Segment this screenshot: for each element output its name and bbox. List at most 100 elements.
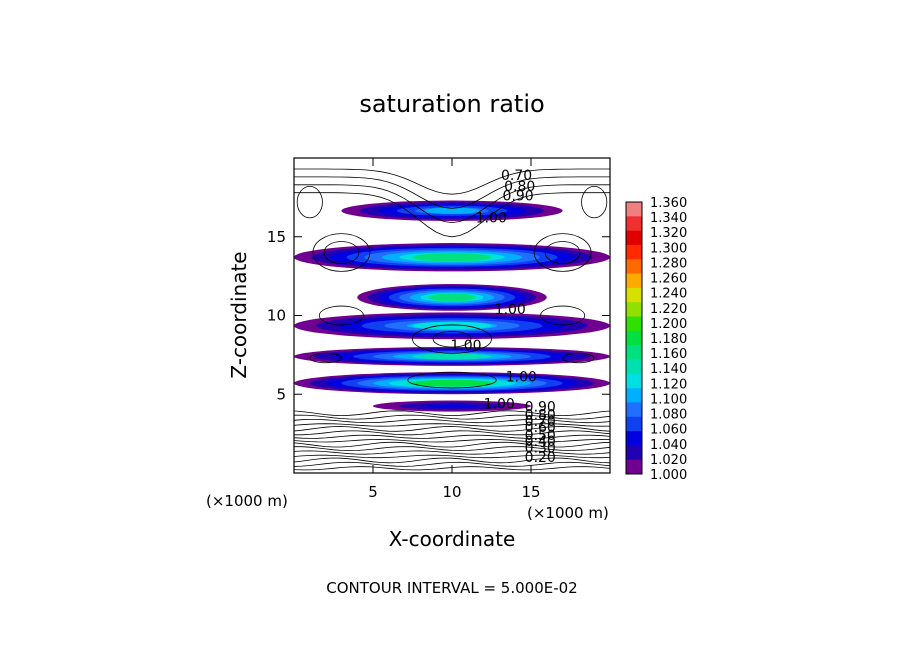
contour-line-lower [293,430,611,436]
contour-loop [407,371,497,389]
colorbar-label: 1.140 [650,362,687,377]
colorbar-label: 1.120 [650,377,687,392]
colorbar-label: 1.240 [650,287,687,302]
contour-line-lower [293,434,611,439]
colorbar-label: 1.100 [650,392,687,407]
contour-loop [412,324,492,354]
contour-line-lower [293,450,611,455]
contour-line-lower [293,423,611,427]
colorbar: 1.3601.3401.3201.3001.2801.2601.2401.220… [625,196,687,483]
colorbar-swatch [626,273,642,289]
contour-line-upper [294,168,610,195]
contour-label: 0.30 [525,441,556,457]
contour-label: 1.00 [506,370,537,386]
colorbar-label: 1.160 [650,347,687,362]
contour-loop [323,241,360,264]
colorbar-swatch [626,202,642,217]
contour-line-lower [293,461,611,467]
colorbar-swatch [626,431,642,446]
colorbar-label: 1.220 [650,302,687,317]
contour-label: 0.50 [525,428,556,444]
contour-line-lower [293,410,611,416]
y-axis-label: Z-coordinate [227,251,251,378]
contour-line-lower [293,441,611,448]
contour-loop [432,330,472,348]
contour-lines [293,168,611,471]
contour-line-lower [293,446,611,452]
contour-loop [540,305,586,326]
colorbar-label: 1.180 [650,332,687,347]
contour-label: 0.60 [525,420,556,436]
saturation-region-4-level-7 [412,353,492,360]
contour-label: 0.80 [504,179,535,195]
contour-loop [296,185,323,219]
z-axis-unit: (×1000 m) [206,492,288,510]
contour-loop [309,352,342,364]
colorbar-label: 1.000 [650,468,687,483]
contour-line-lower [293,454,611,459]
contour-loop [312,233,371,272]
x-tick-label: 10 [442,483,461,501]
y-tick-label: 15 [267,228,286,246]
saturation-region-1-level-8 [412,252,492,262]
contour-line-upper [294,192,610,238]
contour-line-upper [294,184,610,224]
contour-label: 1.00 [484,396,515,412]
contour-loop [562,352,595,364]
contour-loop [533,233,592,272]
colorbar-swatch [626,388,642,403]
colorbar-label: 1.320 [650,226,687,241]
colorbar-label: 1.300 [650,241,687,256]
saturation-region-2-level-8 [428,293,476,302]
contour-line-upper [294,176,610,209]
colorbar-swatch [626,359,642,375]
contour-label: 0.40 [525,434,556,450]
colorbar-swatch [626,416,642,432]
colorbar-swatch [626,402,642,418]
colorbar-swatch [626,345,642,360]
contour-label: 0.80 [525,407,556,423]
y-axis-ticks: 5 10 15 [267,228,610,403]
chart-title: saturation ratio [359,90,544,118]
contour-label: 0.70 [525,414,556,430]
saturation-region-0-level-5 [424,207,480,214]
contour-line-lower [293,466,611,471]
x-axis-label: X-coordinate [389,527,516,551]
colorbar-swatch [626,244,642,260]
contour-line-lower [293,414,611,420]
colorbar-frame [625,201,643,475]
contour-loop [581,185,608,219]
saturation-region-3-level-6 [412,321,492,330]
contour-label: 0.90 [525,400,556,416]
contour-loop [544,241,581,264]
colorbar-swatch [626,316,642,332]
x-tick-label: 15 [521,483,540,501]
contour-label: 1.00 [476,211,507,227]
x-tick-label: 5 [368,483,378,501]
contour-label: 1.00 [495,302,526,318]
contour-line-lower [293,426,611,432]
saturation-region-5-level-9 [412,379,492,387]
contour-label: 0.20 [525,450,556,466]
contour-label: 0.90 [503,189,534,205]
contour-label: 0.70 [501,168,532,184]
colorbar-swatch [626,302,642,317]
colorbar-label: 1.340 [650,211,687,226]
x-axis-ticks: 5 10 15 [368,158,541,501]
colorbar-swatch [626,287,642,303]
colorbar-swatch [626,459,642,475]
colorbar-swatch [626,230,642,246]
contour-line-lower [293,419,611,424]
colorbar-swatch [626,445,642,460]
colorbar-label: 1.200 [650,317,687,332]
colorbar-label: 1.360 [650,196,687,211]
contour-line-lower [293,457,611,464]
plot-area: 0.700.800.901.001.001.001.001.00 0.900.80… [293,157,611,474]
contour-line-lower [293,438,611,443]
colorbar-label: 1.060 [650,423,687,438]
colorbar-swatch [626,216,642,231]
colorbar-swatch [626,373,642,389]
colorbar-swatch [626,259,642,274]
colorbar-swatch [626,330,642,346]
colorbar-label: 1.080 [650,408,687,423]
